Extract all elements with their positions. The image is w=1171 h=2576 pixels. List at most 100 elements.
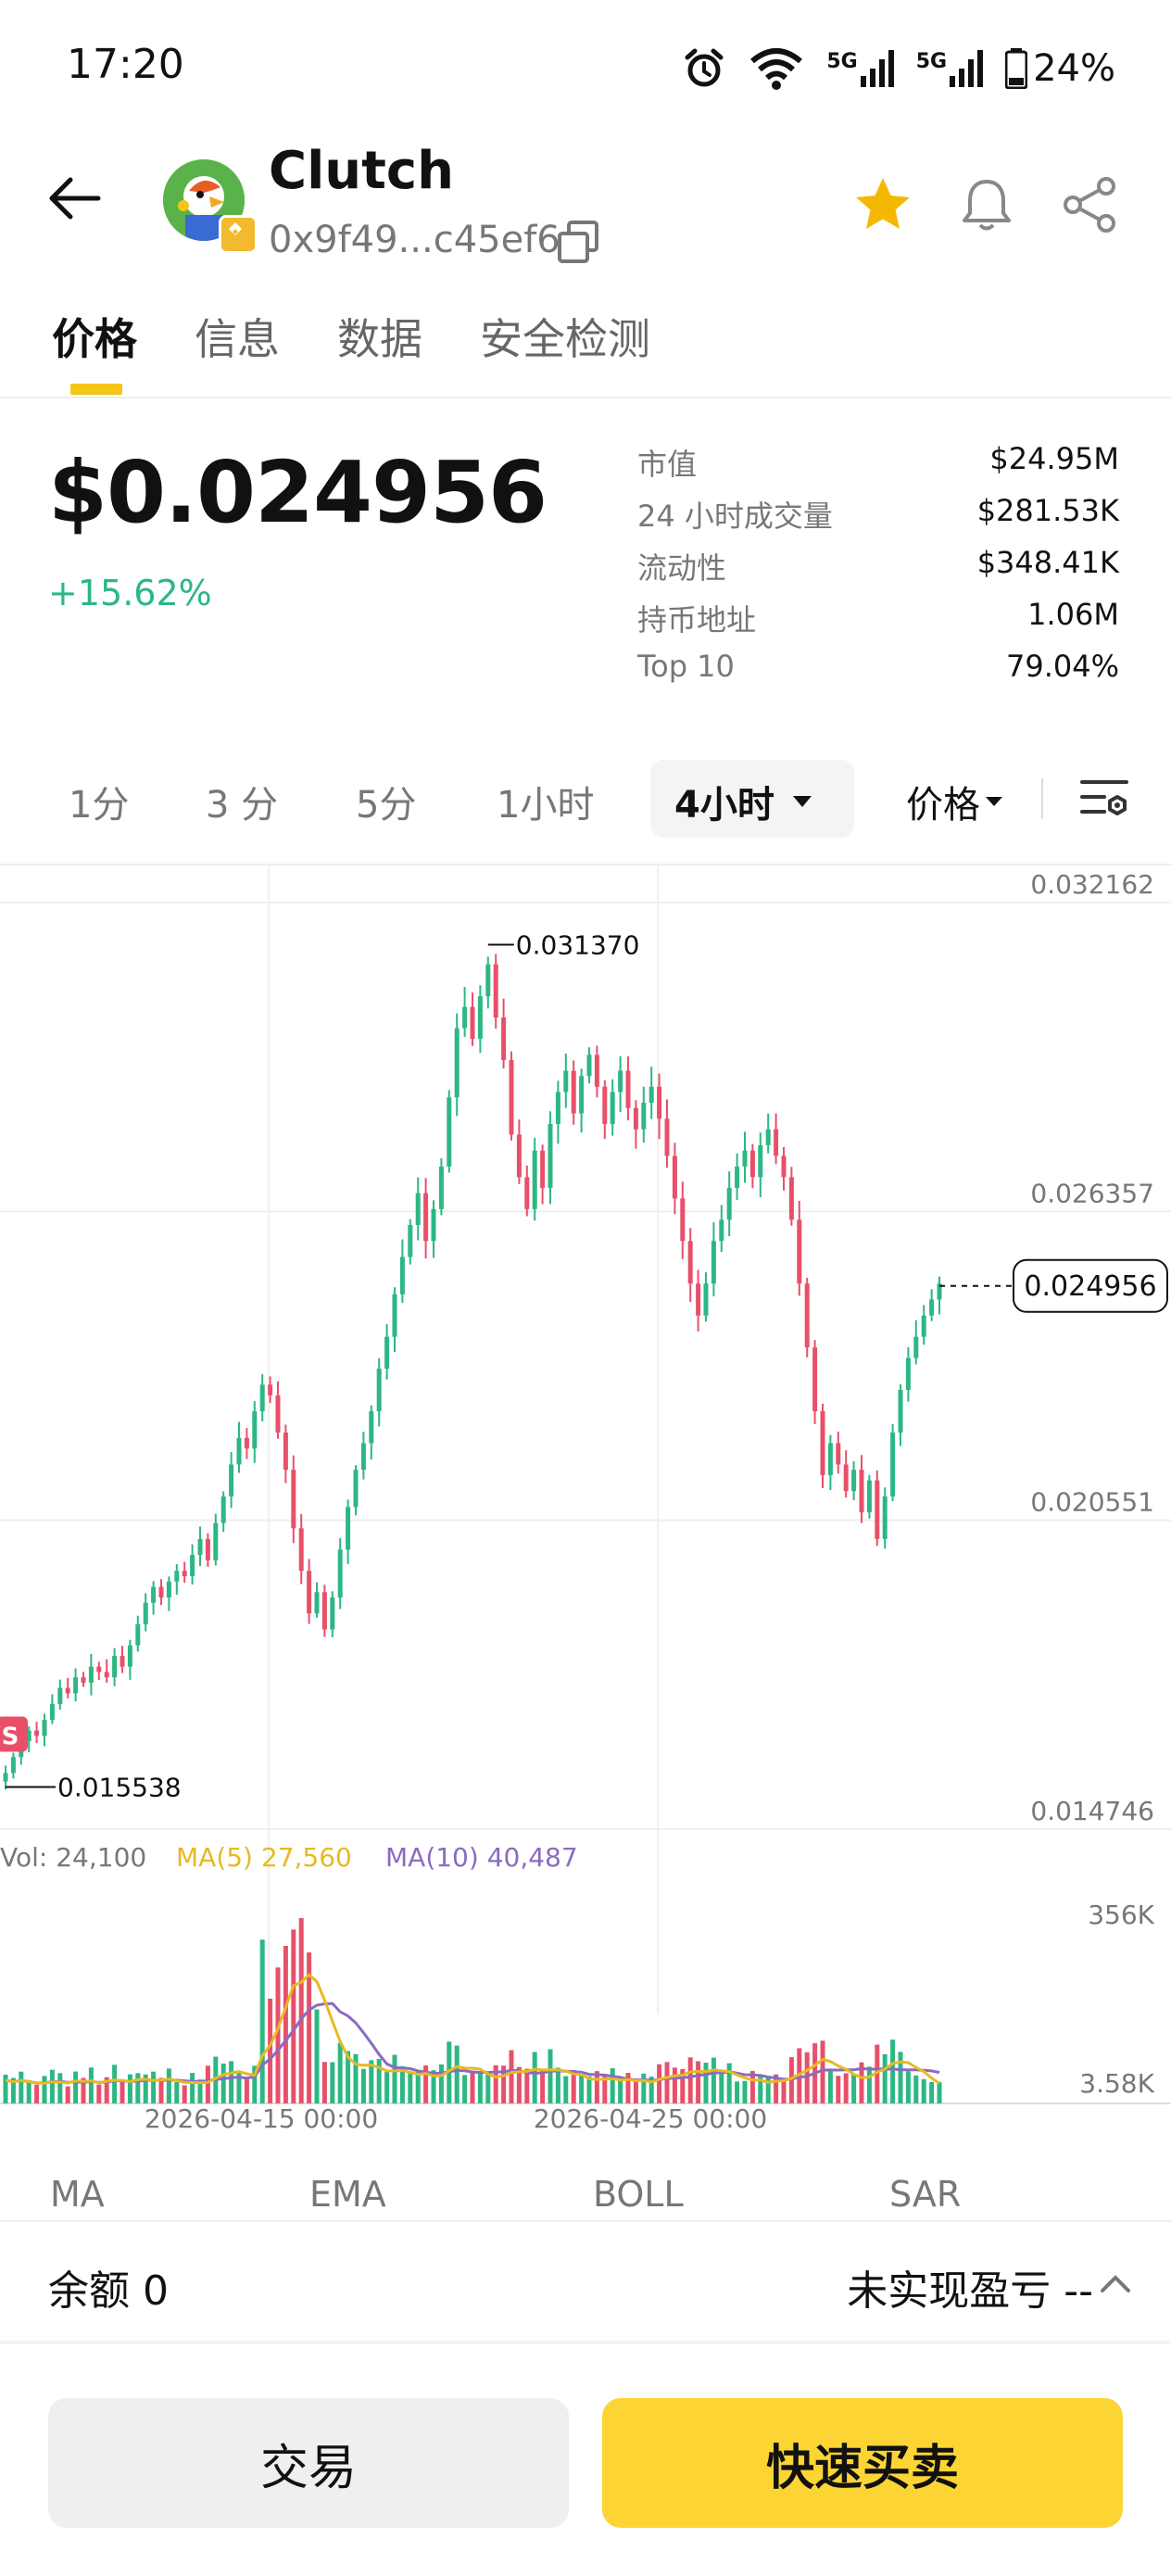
favorite-button[interactable]	[850, 172, 915, 237]
indicator-boll[interactable]: BOLL	[593, 2174, 684, 2215]
candle-body	[252, 1411, 258, 1449]
indicator-ema[interactable]: EMA	[309, 2174, 386, 2215]
volume-bar	[781, 2077, 787, 2103]
chart-settings-icon	[1080, 780, 1128, 815]
volume-ma5-label: MA(5) 27,560	[176, 1842, 352, 1873]
volume-bar	[836, 2076, 841, 2103]
candle-body	[509, 1060, 514, 1135]
active-tab-indicator	[70, 384, 122, 395]
timeframe-1h[interactable]: 1小时	[497, 784, 595, 827]
volume-bar	[197, 2079, 203, 2103]
candlestick-chart[interactable]: 0.032162 0.026357 0.020551 0.014746 0.03137…	[0, 865, 1171, 2144]
price-alert-button[interactable]	[954, 172, 1019, 237]
candle-body	[898, 1390, 903, 1433]
candle-body	[905, 1357, 911, 1391]
volume-bar	[252, 2065, 258, 2103]
candle-body	[610, 1092, 615, 1124]
high-price-label: 0.031370	[516, 929, 640, 960]
low-price-label: 0.015538	[57, 1773, 182, 1803]
candle-body	[540, 1150, 546, 1188]
volume-axis-label: 356K	[1088, 1900, 1154, 1930]
candle-body	[65, 1687, 70, 1694]
token-address: 0x9f49...c45ef6	[269, 219, 560, 261]
last-price-label: 0.024956	[1024, 1270, 1156, 1303]
expand-pnl-button[interactable]	[1097, 2265, 1134, 2302]
indicator-sar[interactable]: SAR	[889, 2174, 962, 2215]
price-type-selector[interactable]: 价格	[906, 775, 1004, 828]
tab-data[interactable]: 数据	[337, 314, 422, 364]
tab-price[interactable]: 价格	[52, 314, 137, 364]
stat-label-holders: 持币地址	[637, 602, 757, 638]
volume-bar	[672, 2067, 677, 2103]
volume-bar	[81, 2077, 86, 2103]
candle-body	[749, 1150, 755, 1178]
candle-body	[664, 1118, 670, 1156]
volume-bar	[625, 2073, 631, 2103]
timeframe-4h-selector[interactable]	[650, 760, 854, 838]
unrealized-pnl[interactable]: 未实现盈亏 --	[847, 2267, 1093, 2315]
candle-body	[827, 1443, 833, 1475]
candle-body	[3, 1773, 8, 1782]
volume-bar	[618, 2081, 623, 2103]
candle-body	[602, 1086, 608, 1124]
volume-bar	[42, 2076, 47, 2103]
candle-body	[236, 1437, 242, 1465]
candle-body	[882, 1496, 888, 1539]
candle-body	[268, 1384, 273, 1395]
bnb-chain-badge-icon	[219, 215, 258, 254]
x-axis-label: 2026-04-25 00:00	[534, 2103, 767, 2134]
volume-bar	[680, 2068, 686, 2103]
volume-bar	[726, 2063, 732, 2103]
candle-body	[283, 1433, 288, 1471]
candle-body	[516, 1134, 522, 1178]
signal-bars-icon	[860, 50, 894, 87]
volume-bar	[275, 1967, 281, 2103]
volume-bar	[758, 2075, 763, 2103]
stat-value-liquidity: $348.41K	[976, 545, 1119, 580]
volume-bar	[719, 2074, 724, 2103]
timeframe-3m[interactable]: 3 分	[206, 784, 279, 827]
volume-bar	[493, 2065, 498, 2103]
quick-trade-button[interactable]: 快速买卖	[602, 2398, 1123, 2528]
candle-body	[493, 964, 498, 1018]
candle-body	[314, 1592, 320, 1614]
trade-button[interactable]: 交易	[48, 2398, 569, 2528]
candle-body	[423, 1193, 429, 1242]
share-button[interactable]	[1058, 172, 1123, 237]
timeframe-5m[interactable]: 5分	[356, 784, 417, 827]
candle-body	[174, 1571, 180, 1582]
volume-bar	[314, 2009, 320, 2103]
tab-security-check[interactable]: 安全检测	[480, 314, 650, 364]
volume-bar	[346, 2051, 351, 2103]
volume-bar	[353, 2053, 359, 2103]
indicator-ma[interactable]: MA	[50, 2174, 105, 2215]
chart-settings-button[interactable]	[1077, 769, 1132, 825]
candle-body	[307, 1571, 312, 1614]
volume-bar	[657, 2064, 662, 2103]
signal-5g-icon-1: 5G	[826, 50, 894, 87]
sell-marker-icon	[0, 1716, 28, 1752]
volume-bar	[337, 2042, 343, 2103]
volume-bar	[774, 2074, 779, 2103]
volume-bar	[151, 2071, 157, 2103]
copy-address-button[interactable]	[556, 219, 602, 265]
volume-bar	[470, 2070, 475, 2103]
timeframe-1m[interactable]: 1分	[69, 784, 130, 827]
volume-bar	[88, 2067, 94, 2103]
candle-body	[843, 1464, 849, 1492]
timeframe-4h[interactable]: 4小时	[674, 775, 813, 828]
volume-bar	[462, 2075, 468, 2103]
candle-body	[120, 1656, 125, 1667]
back-button[interactable]	[41, 165, 107, 232]
candle-body	[346, 1507, 351, 1550]
volume-bar	[540, 2070, 546, 2103]
volume-bar	[937, 2082, 942, 2103]
candle-body	[447, 1097, 452, 1167]
candle-body	[438, 1166, 444, 1209]
volume-bar	[875, 2044, 880, 2103]
volume-bar	[369, 2060, 374, 2103]
candle-body	[648, 1086, 654, 1104]
y-axis-label: 0.026357	[1030, 1178, 1154, 1208]
tab-info[interactable]: 信息	[195, 314, 280, 364]
volume-bar	[735, 2081, 740, 2103]
